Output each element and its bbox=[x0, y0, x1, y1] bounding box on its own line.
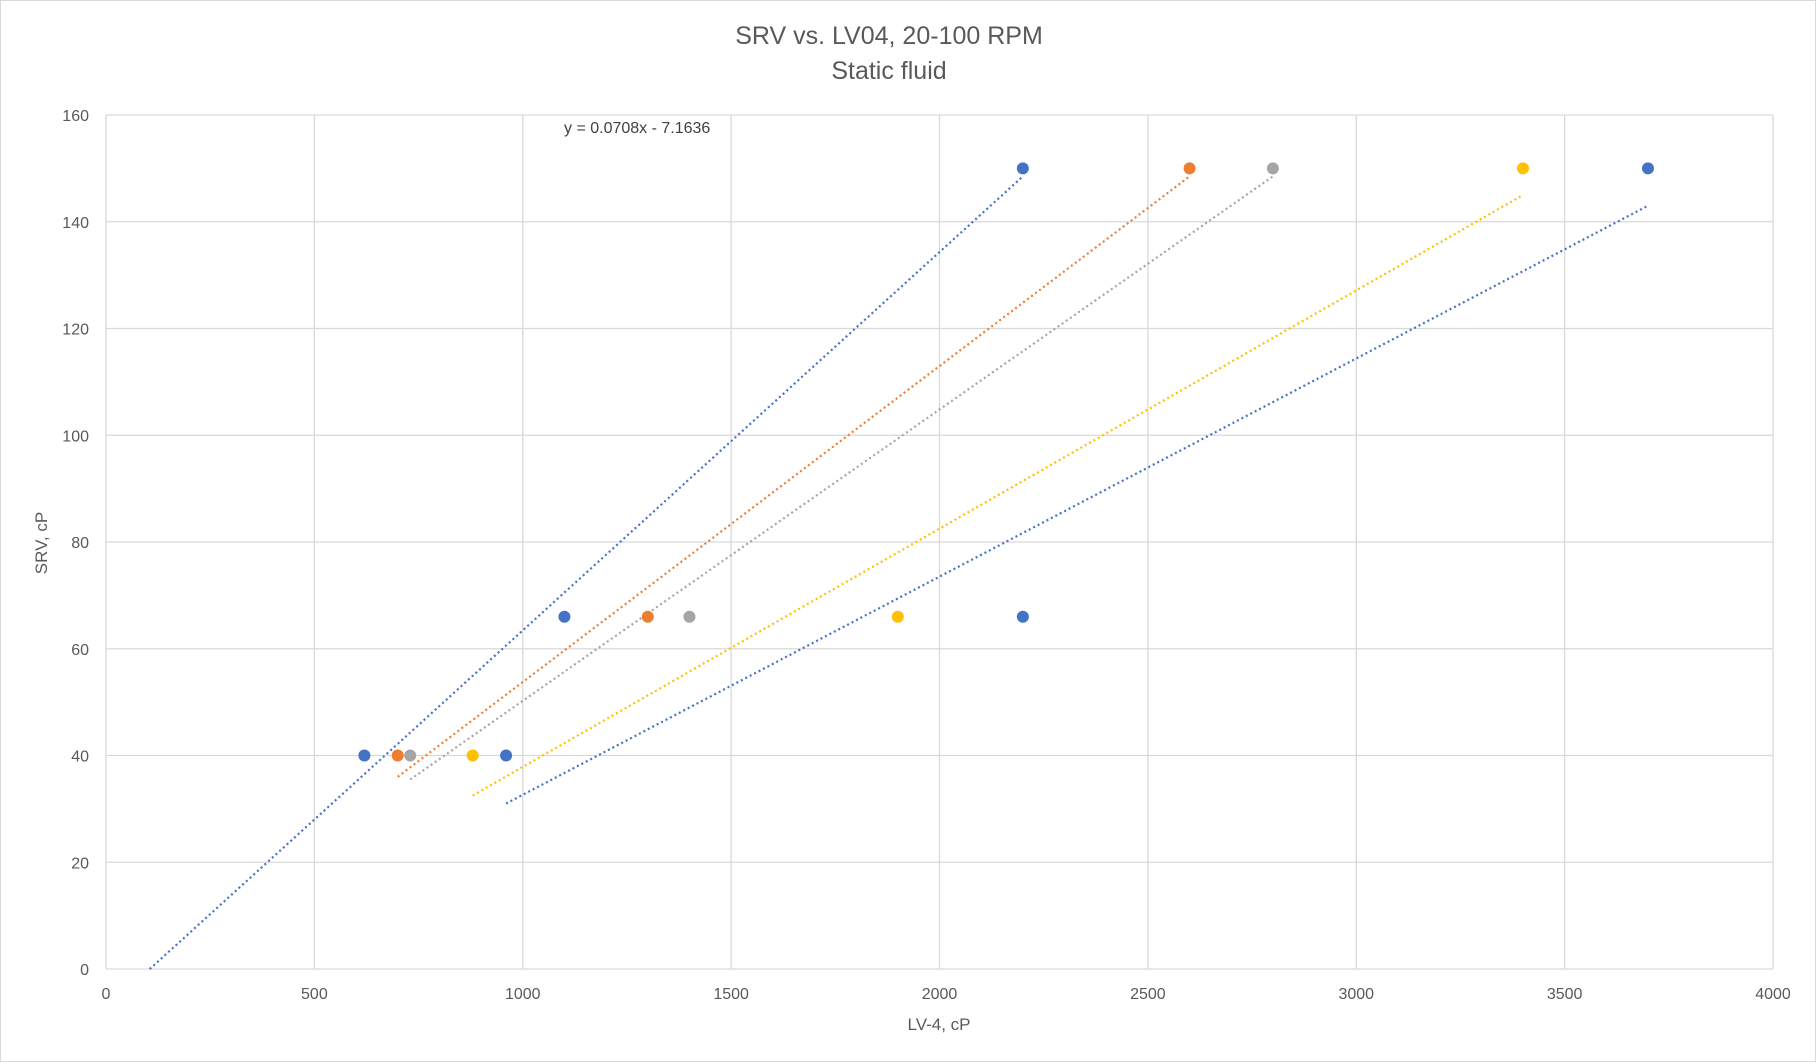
x-tick-label: 1000 bbox=[505, 986, 541, 1003]
y-tick-label: 0 bbox=[80, 962, 89, 979]
y-tick-label: 40 bbox=[71, 749, 89, 766]
x-tick-label: 1500 bbox=[713, 986, 749, 1003]
data-point-series-2 bbox=[1183, 162, 1196, 175]
data-point-series-4 bbox=[1516, 162, 1529, 175]
data-point-series-5 bbox=[500, 749, 513, 762]
y-tick-label: 20 bbox=[71, 855, 89, 872]
x-tick-label: 0 bbox=[102, 986, 111, 1003]
y-tick-label: 100 bbox=[62, 428, 89, 445]
chart-title: SRV vs. LV04, 20-100 RPM bbox=[735, 22, 1043, 50]
data-point-series-4 bbox=[466, 749, 479, 762]
trendline-series-1 bbox=[149, 175, 1024, 970]
data-point-series-3 bbox=[683, 610, 696, 623]
y-tick-label: 140 bbox=[62, 215, 89, 232]
data-point-series-2 bbox=[641, 610, 654, 623]
x-axis-title: LV-4, cP bbox=[908, 1015, 971, 1034]
trendline-series-3 bbox=[409, 175, 1274, 781]
data-point-series-5 bbox=[1016, 610, 1029, 623]
data-point-series-1 bbox=[558, 610, 571, 623]
data-point-series-1 bbox=[1016, 162, 1029, 175]
y-tick-label: 160 bbox=[62, 108, 89, 125]
x-tick-label: 3500 bbox=[1547, 986, 1583, 1003]
trendline-series-2 bbox=[397, 175, 1191, 778]
y-axis-title: SRV, cP bbox=[32, 512, 51, 574]
data-point-series-1 bbox=[358, 749, 371, 762]
trendline-series-5 bbox=[505, 204, 1649, 805]
chart-subtitle: Static fluid bbox=[831, 57, 946, 85]
y-tick-label: 120 bbox=[62, 322, 89, 339]
data-point-series-5 bbox=[1641, 162, 1654, 175]
x-tick-label: 4000 bbox=[1755, 986, 1791, 1003]
x-tick-label: 2500 bbox=[1130, 986, 1166, 1003]
x-tick-label: 2000 bbox=[922, 986, 958, 1003]
trendline-series-4 bbox=[472, 194, 1524, 797]
data-point-series-4 bbox=[891, 610, 904, 623]
trendline-equation-label: y = 0.0708x - 7.1636 bbox=[564, 120, 710, 137]
x-tick-label: 500 bbox=[301, 986, 328, 1003]
axis-ticks: 0 500 1000 1500 2000 2500 3000 3500 4000 0 20 40 60 8… bbox=[62, 108, 1791, 1003]
trendlines bbox=[149, 175, 1649, 970]
data-point-series-3 bbox=[1266, 162, 1279, 175]
gridlines bbox=[105, 114, 1774, 970]
y-tick-label: 60 bbox=[71, 642, 89, 659]
y-tick-label: 80 bbox=[71, 535, 89, 552]
data-points bbox=[358, 162, 1654, 762]
data-point-series-3 bbox=[404, 749, 417, 762]
data-point-series-2 bbox=[391, 749, 404, 762]
x-tick-label: 3000 bbox=[1338, 986, 1374, 1003]
